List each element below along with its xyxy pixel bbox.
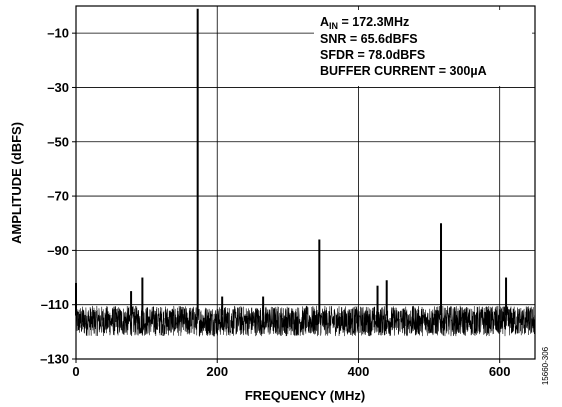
- x-tick-label: 0: [72, 364, 79, 379]
- y-tick-label: –10: [47, 26, 69, 41]
- y-tick-label: –130: [40, 352, 69, 367]
- y-tick-label: –90: [47, 243, 69, 258]
- y-axis-ticks: –10 –30 –50 –70 –90 –110 –130: [40, 26, 76, 367]
- annotation-sfdr: SFDR = 78.0dBFS: [320, 48, 425, 62]
- annotation-snr: SNR = 65.6dBFS: [320, 32, 418, 46]
- y-tick-label: –50: [47, 134, 69, 149]
- y-tick-label: –70: [47, 189, 69, 204]
- x-tick-label: 200: [206, 364, 228, 379]
- y-tick-label: –30: [47, 80, 69, 95]
- x-tick-label: 400: [348, 364, 370, 379]
- plot-frame: [75, 5, 536, 360]
- x-axis-ticks: 0 200 400 600: [72, 359, 511, 379]
- x-tick-label: 600: [489, 364, 511, 379]
- noise-floor: [75, 305, 536, 337]
- annotation-buffer-current: BUFFER CURRENT = 300µA: [320, 64, 487, 78]
- grid-lines: [76, 6, 535, 359]
- figure-id: 15660-306: [541, 346, 550, 385]
- y-tick-label: –110: [41, 297, 69, 312]
- x-axis-label: FREQUENCY (MHz): [245, 388, 365, 403]
- annotation-box: [314, 10, 532, 86]
- annotation-ain: AIN = 172.3MHz: [320, 15, 409, 31]
- y-axis-label: AMPLITUDE (dBFS): [9, 122, 24, 244]
